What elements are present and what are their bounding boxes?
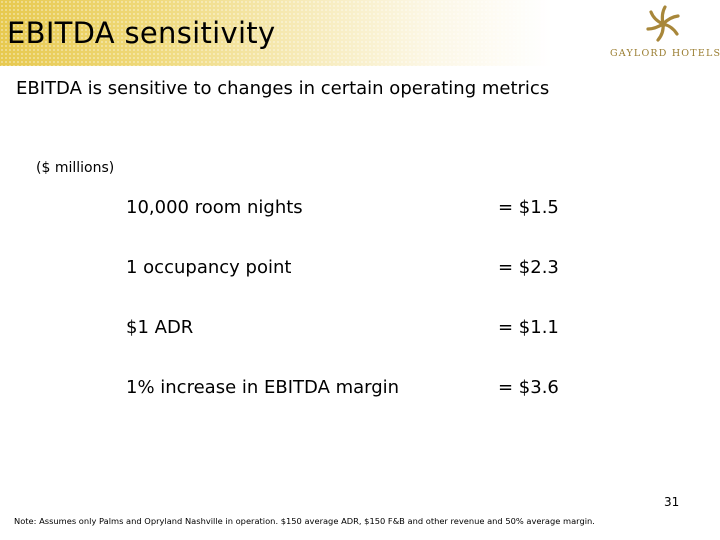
metric-label-ebitda-margin: 1% increase in EBITDA margin <box>126 377 400 398</box>
subtitle: EBITDA is sensitive to changes in certai… <box>16 78 550 99</box>
sunburst-logo-icon <box>646 5 680 42</box>
footnote: Note: Assumes only Palms and Opryland Na… <box>14 516 595 526</box>
units-label: ($ millions) <box>36 160 115 176</box>
title-band <box>0 0 600 66</box>
page-number: 31 <box>664 495 680 509</box>
metric-value-occupancy: = $2.3 <box>498 257 559 278</box>
slide-title: EBITDA sensitivity <box>7 16 276 50</box>
metric-label-room-nights: 10,000 room nights <box>126 197 303 218</box>
metric-value-ebitda-margin: = $3.6 <box>498 377 559 398</box>
metric-value-adr: = $1.1 <box>498 317 559 338</box>
metric-value-room-nights: = $1.5 <box>498 197 559 218</box>
metric-label-occupancy: 1 occupancy point <box>126 257 292 278</box>
metric-label-adr: $1 ADR <box>126 317 194 338</box>
gaylord-hotels-logo: GAYLORD HOTELS <box>608 4 720 66</box>
logo-wordmark: GAYLORD HOTELS <box>610 48 720 59</box>
